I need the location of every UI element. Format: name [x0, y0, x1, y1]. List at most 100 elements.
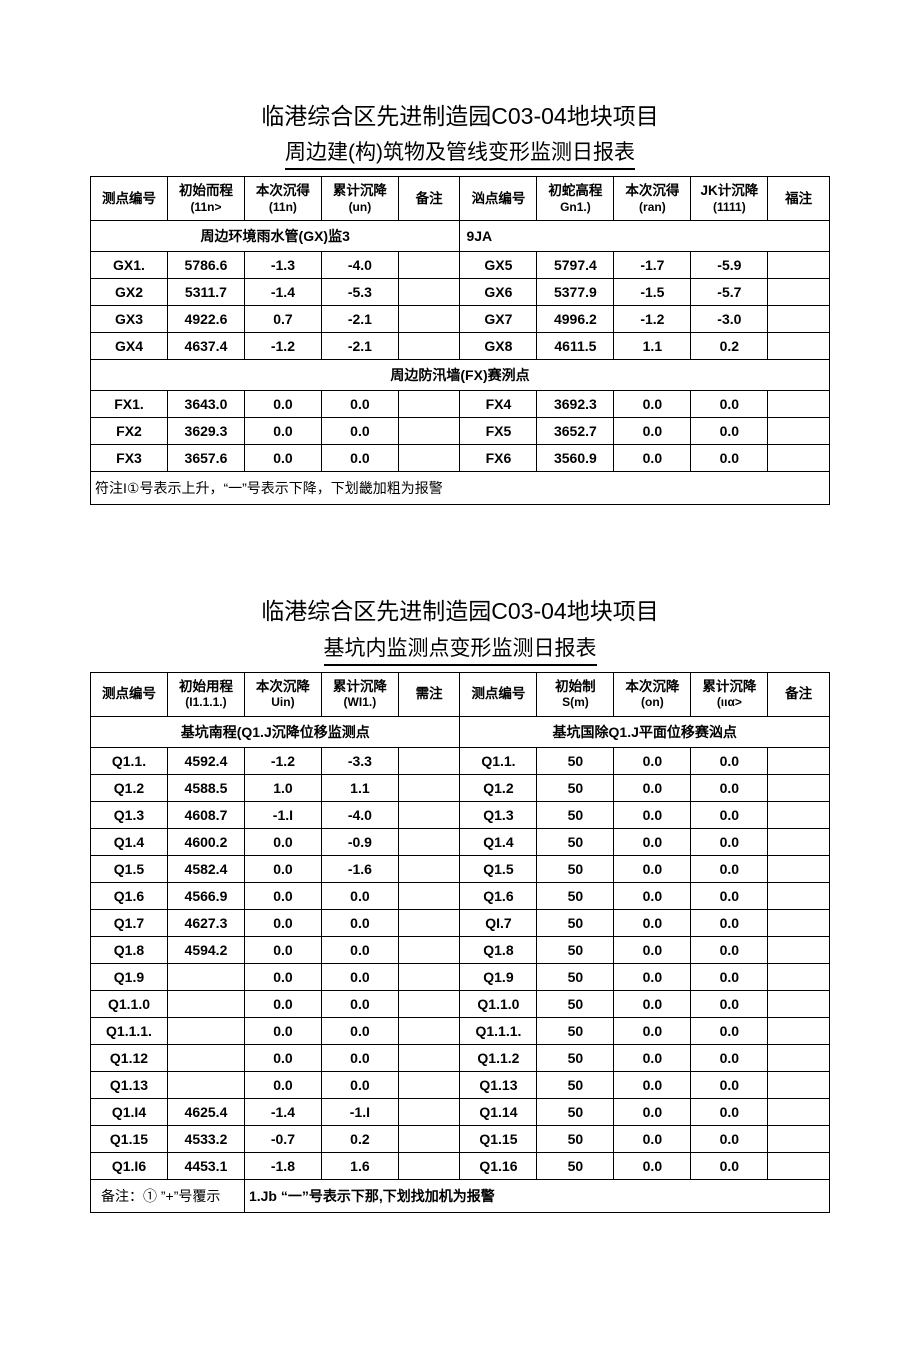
report2-table: 测点编号初始用程(I1.1.1.)本次沉降Uin)累计沉降(WI1.)需注测点编…	[90, 672, 830, 1213]
table-cell: Q1.12	[91, 1044, 168, 1071]
table-cell	[398, 774, 460, 801]
footnote-label: 备注：① ”+”号覆示	[91, 1179, 245, 1212]
table-cell: Q1.1.	[91, 747, 168, 774]
table-cell	[768, 909, 830, 936]
table-cell	[768, 936, 830, 963]
table-cell	[768, 252, 830, 279]
table-cell: 5786.6	[167, 252, 244, 279]
table-row: Q1.24588.51.01.1Q1.2500.00.0	[91, 774, 830, 801]
table-cell: 50	[537, 801, 614, 828]
table-cell: 3652.7	[537, 418, 614, 445]
table-cell: 50	[537, 990, 614, 1017]
table-cell: 0.0	[691, 391, 768, 418]
table-cell: -1.I	[321, 1098, 398, 1125]
col-header: 累计沉降(WI1.)	[321, 672, 398, 716]
col-header: 初始用程(I1.1.1.)	[167, 672, 244, 716]
table-cell: 0.0	[244, 418, 321, 445]
col-header: 备注	[768, 672, 830, 716]
table-cell	[167, 1017, 244, 1044]
table-cell: Q1.6	[460, 882, 537, 909]
report2-thead: 测点编号初始用程(I1.1.1.)本次沉降Uin)累计沉降(WI1.)需注测点编…	[91, 672, 830, 716]
table-cell: Q1.1.2	[460, 1044, 537, 1071]
table-cell: -0.9	[321, 828, 398, 855]
table-row: GX1.5786.6-1.3-4.0GX55797.4-1.7-5.9	[91, 252, 830, 279]
table-cell: 0.0	[244, 882, 321, 909]
table-cell: GX5	[460, 252, 537, 279]
footnote-text: 1.Jb “一”号表示下那,下划找加机为报警	[244, 1179, 829, 1212]
table-cell: 1.0	[244, 774, 321, 801]
table-cell: Q1.9	[460, 963, 537, 990]
table-cell	[398, 333, 460, 360]
table-cell: 0.0	[691, 828, 768, 855]
table-cell: 0.0	[321, 391, 398, 418]
table-cell	[768, 1071, 830, 1098]
table-cell: 0.0	[691, 855, 768, 882]
table-cell: 0.0	[691, 774, 768, 801]
table-cell: Q1.3	[460, 801, 537, 828]
table-row: Q1.120.00.0Q1.1.2500.00.0	[91, 1044, 830, 1071]
col-header: 测点编号	[91, 672, 168, 716]
table-cell: 50	[537, 747, 614, 774]
table-cell: 0.0	[321, 1044, 398, 1071]
col-header: 本次沉得(11n)	[244, 177, 321, 221]
table-cell: 50	[537, 882, 614, 909]
table-row: Q1.74627.30.00.0QI.7500.00.0	[91, 909, 830, 936]
table-cell: 0.0	[691, 1125, 768, 1152]
table-row: Q1.1.4592.4-1.2-3.3Q1.1.500.00.0	[91, 747, 830, 774]
table-cell: -5.9	[691, 252, 768, 279]
table-cell: 4611.5	[537, 333, 614, 360]
table-cell: -1.2	[614, 306, 691, 333]
table-cell: -1.I	[244, 801, 321, 828]
table-cell: 50	[537, 828, 614, 855]
table-cell: 0.0	[691, 418, 768, 445]
table-cell: 0.0	[321, 418, 398, 445]
table-cell: 3657.6	[167, 445, 244, 472]
table-cell: -1.7	[614, 252, 691, 279]
table-row: Q1.54582.40.0-1.6Q1.5500.00.0	[91, 855, 830, 882]
table-cell: 3560.9	[537, 445, 614, 472]
report1-thead: 测点编号初始而程(11n>本次沉得(11n)累计沉降(un)备注汹点编号初蛇高程…	[91, 177, 830, 221]
table-cell: 4588.5	[167, 774, 244, 801]
table-cell: Q1.4	[91, 828, 168, 855]
report1-tbody: 周边环境雨水管(GX)监39JAGX1.5786.6-1.3-4.0GX5579…	[91, 221, 830, 505]
table-cell: 1.1	[614, 333, 691, 360]
table-cell: 50	[537, 1098, 614, 1125]
table-cell: 0.0	[614, 1044, 691, 1071]
table-cell: 0.0	[614, 936, 691, 963]
table-cell: 1.1	[321, 774, 398, 801]
table-cell	[398, 252, 460, 279]
table-cell: 3629.3	[167, 418, 244, 445]
table-cell	[768, 445, 830, 472]
table-cell: Q1.2	[91, 774, 168, 801]
table-cell: 50	[537, 774, 614, 801]
table-cell	[768, 1125, 830, 1152]
table-cell	[768, 963, 830, 990]
table-cell: Q1.5	[91, 855, 168, 882]
table-cell	[398, 963, 460, 990]
table-cell: 5797.4	[537, 252, 614, 279]
table-cell	[768, 1098, 830, 1125]
table-cell: Q1.I6	[91, 1152, 168, 1179]
col-header: 初始而程(11n>	[167, 177, 244, 221]
table-cell: Q1.1.0	[91, 990, 168, 1017]
table-cell: 0.0	[691, 1152, 768, 1179]
table-cell: Q1.8	[460, 936, 537, 963]
table-cell: 0.0	[614, 990, 691, 1017]
table-cell	[768, 333, 830, 360]
table-cell	[167, 1071, 244, 1098]
table-cell: 0.0	[691, 747, 768, 774]
table-cell	[768, 1044, 830, 1071]
table-cell: 0.0	[244, 445, 321, 472]
table-cell: Q1.7	[91, 909, 168, 936]
table-cell: Q1.13	[460, 1071, 537, 1098]
table-cell: 0.0	[321, 882, 398, 909]
table-cell: -3.3	[321, 747, 398, 774]
table-cell: 0.0	[321, 963, 398, 990]
table-cell: 0.0	[244, 990, 321, 1017]
table-cell: 0.0	[244, 909, 321, 936]
report1-table: 测点编号初始而程(11n>本次沉得(11n)累计沉降(un)备注汹点编号初蛇高程…	[90, 176, 830, 505]
report2-subtitle: 基坑内监测点变形监测日报表	[324, 632, 597, 666]
table-cell: 0.0	[691, 1017, 768, 1044]
table-cell: 1.6	[321, 1152, 398, 1179]
table-row: Q1.90.00.0Q1.9500.00.0	[91, 963, 830, 990]
